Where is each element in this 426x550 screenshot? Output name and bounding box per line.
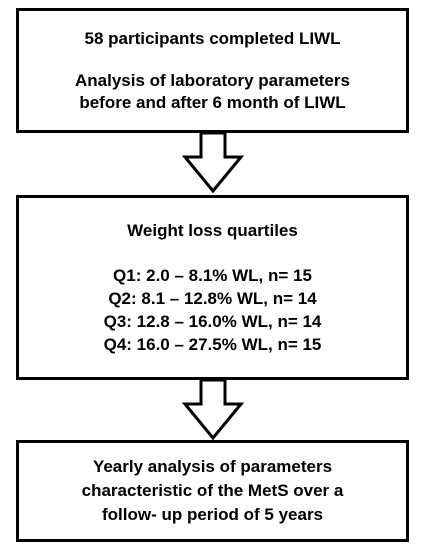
quartile-q1: Q1: 2.0 – 8.1% WL, n= 15 xyxy=(113,265,312,285)
quartile-q2: Q2: 8.1 – 12.8% WL, n= 14 xyxy=(108,288,317,308)
yearly-analysis-box: Yearly analysis of parameters characteri… xyxy=(16,440,409,542)
quartiles-box: Weight loss quartiles Q1: 2.0 – 8.1% WL,… xyxy=(16,195,409,380)
down-arrow-icon xyxy=(181,380,245,441)
down-arrow-icon xyxy=(181,133,245,194)
quartiles-title: Weight loss quartiles xyxy=(127,220,298,240)
quartile-q3: Q3: 12.8 – 16.0% WL, n= 14 xyxy=(103,311,322,331)
yearly-text-line-3: follow- up period of 5 years xyxy=(101,505,324,524)
participants-text: 58 participants completed LIWL xyxy=(84,28,341,48)
analysis-text-line-1: Analysis of laboratory parameters xyxy=(75,70,350,90)
participants-box: 58 participants completed LIWL Analysis … xyxy=(16,8,409,133)
quartile-q4: Q4: 16.0 – 27.5% WL, n= 15 xyxy=(103,334,322,354)
yearly-text-line-1: Yearly analysis of parameters xyxy=(92,457,333,476)
analysis-text-line-2: before and after 6 month of LIWL xyxy=(79,92,346,112)
yearly-text-line-2: characteristic of the MetS over a xyxy=(81,481,344,500)
